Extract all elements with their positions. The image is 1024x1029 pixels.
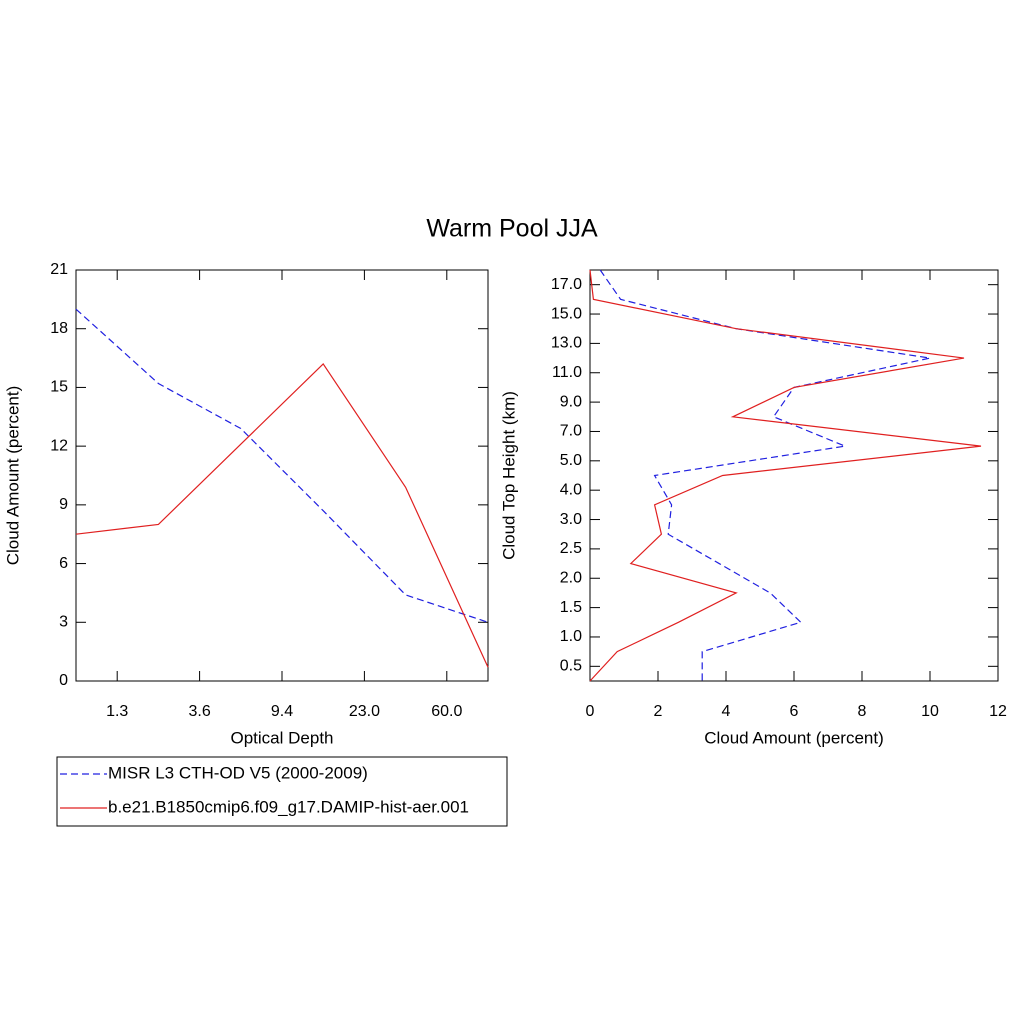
y-tick-label: 5.0 <box>560 452 582 469</box>
y-tick-label: 17.0 <box>551 276 582 293</box>
x-tick-label: 4 <box>722 703 731 720</box>
y-tick-label: 4.0 <box>560 481 582 498</box>
legend-box <box>56 756 508 827</box>
y-tick-label: 7.0 <box>560 423 582 440</box>
x-axis-label: Cloud Amount (percent) <box>704 728 884 747</box>
x-tick-label: 6 <box>790 703 799 720</box>
x-tick-label: 9.4 <box>271 703 293 720</box>
x-tick-label: 60.0 <box>431 703 462 720</box>
y-tick-label: 0.5 <box>560 658 582 675</box>
x-axis-label: Optical Depth <box>231 728 334 747</box>
y-tick-label: 15.0 <box>551 305 582 322</box>
y-tick-label: 18 <box>50 320 68 337</box>
series-line <box>599 269 931 681</box>
chart-title: Warm Pool JJA <box>426 215 598 243</box>
y-tick-label: 2.0 <box>560 569 582 586</box>
y-tick-label: 2.5 <box>560 540 582 557</box>
y-axis-label: Cloud Amount (percent) <box>3 386 22 566</box>
x-tick-label: 10 <box>921 703 939 720</box>
x-tick-label: 3.6 <box>188 703 210 720</box>
y-tick-label: 12 <box>50 437 68 454</box>
y-axis-label: Cloud Top Height (km) <box>499 391 518 560</box>
x-tick-label: 1.3 <box>106 703 128 720</box>
y-tick-label: 9.0 <box>560 393 582 410</box>
y-tick-label: 1.0 <box>560 628 582 645</box>
y-tick-label: 1.5 <box>560 599 582 616</box>
x-tick-label: 12 <box>989 703 1007 720</box>
x-tick-label: 8 <box>858 703 867 720</box>
series-line <box>75 363 489 668</box>
series-line <box>75 308 489 623</box>
series-line <box>589 269 982 682</box>
x-tick-label: 23.0 <box>349 703 380 720</box>
y-tick-label: 3 <box>59 614 68 631</box>
y-tick-label: 0 <box>59 672 68 689</box>
legend-label: b.e21.B1850cmip6.f09_g17.DAMIP-hist-aer.… <box>108 797 469 816</box>
y-tick-label: 21 <box>50 261 68 278</box>
y-tick-label: 6 <box>59 555 68 572</box>
y-tick-label: 3.0 <box>560 511 582 528</box>
legend-label: MISR L3 CTH-OD V5 (2000-2009) <box>108 763 368 782</box>
x-tick-label: 2 <box>654 703 663 720</box>
y-tick-label: 13.0 <box>551 335 582 352</box>
y-tick-label: 11.0 <box>552 364 582 381</box>
y-tick-label: 15 <box>50 379 68 396</box>
y-tick-label: 9 <box>59 496 68 513</box>
x-tick-label: 0 <box>586 703 595 720</box>
